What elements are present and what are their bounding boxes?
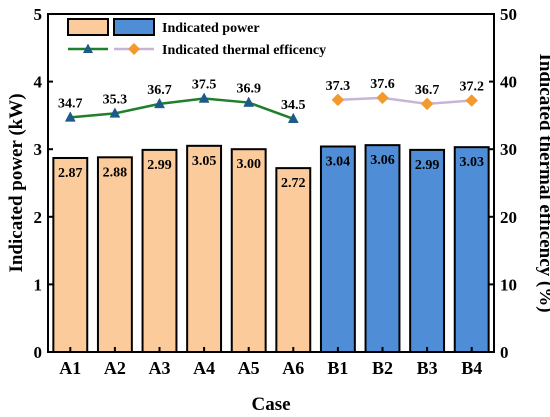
efficiency-label-A2: 35.3 [103, 92, 128, 107]
efficiency-label-A1: 34.7 [58, 96, 83, 111]
efficiency-line-A [70, 97, 294, 120]
bar-A5 [230, 148, 267, 353]
y-tick-label-0: 0 [34, 343, 43, 362]
efficiency-label-B2: 37.6 [370, 77, 395, 92]
efficiency-label-A3: 36.7 [147, 83, 172, 98]
bar-B4 [453, 146, 490, 353]
bar-A3 [141, 148, 178, 353]
y-tick-label-5: 5 [34, 5, 43, 24]
efficiency-label-A4: 37.5 [192, 78, 217, 93]
legend-swatch-bar-B [113, 18, 155, 36]
bar-label-B1: 3.04 [326, 154, 351, 169]
efficiency-marker-A4 [198, 92, 210, 103]
bar-A1 [52, 156, 89, 353]
y-tick-label-3: 3 [34, 140, 43, 159]
x-tick-label-B1: B1 [327, 358, 348, 378]
bar-B1 [319, 145, 356, 353]
bar-label-A5: 3.00 [236, 157, 261, 172]
bar-label-A4: 3.05 [192, 154, 217, 169]
y2-tick-label-40: 40 [500, 73, 517, 92]
bar-A2 [96, 156, 133, 353]
y2-tick-label-50: 50 [500, 5, 517, 24]
x-tick-label-A2: A2 [104, 358, 126, 378]
y2-tick-label-20: 20 [500, 208, 517, 227]
x-axis-title: Case [251, 394, 290, 415]
x-tick-label-B3: B3 [417, 358, 438, 378]
x-tick-label-B4: B4 [461, 358, 482, 378]
efficiency-label-B4: 37.2 [459, 80, 484, 95]
efficiency-label-B1: 37.3 [326, 79, 351, 94]
efficiency-marker-B2 [376, 91, 389, 105]
y2-tick-label-10: 10 [500, 275, 517, 294]
y-tick-label-4: 4 [34, 73, 43, 92]
y-axis-title: Indicated power (kW) [6, 93, 27, 272]
bar-label-B2: 3.06 [370, 153, 395, 168]
efficiency-marker-A2 [109, 107, 121, 118]
efficiency-label-A6: 34.5 [281, 98, 306, 113]
efficiency-marker-A5 [243, 96, 255, 107]
efficiency-line-B [337, 96, 472, 106]
y2-axis-title: Indicated thermal efficency (%) [535, 53, 550, 312]
efficiency-marker-A3 [154, 97, 165, 109]
efficiency-marker-B3 [420, 97, 434, 111]
bar-A6 [275, 167, 312, 353]
efficiency-label-A5: 36.9 [236, 82, 261, 97]
y-tick-label-2: 2 [34, 208, 43, 227]
efficiency-marker-B1 [331, 93, 345, 107]
y2-tick-label-30: 30 [500, 140, 517, 159]
x-tick-label-A4: A4 [193, 358, 215, 378]
x-tick-label-A5: A5 [238, 358, 260, 378]
bar-label-B3: 2.99 [415, 158, 440, 173]
legend-marker-A [83, 43, 93, 53]
y2-tick-label-0: 0 [500, 343, 509, 362]
x-tick-label-A3: A3 [149, 358, 171, 378]
efficiency-label-B3: 36.7 [415, 83, 440, 98]
efficiency-marker-A1 [64, 111, 76, 122]
y-tick-label-1: 1 [34, 275, 43, 294]
legend-marker-B [128, 43, 140, 55]
x-tick-label-A6: A6 [282, 358, 304, 378]
x-tick-label-B2: B2 [372, 358, 393, 378]
legend-label-bars: Indicated power [162, 21, 260, 36]
x-tick-label-A1: A1 [59, 358, 81, 378]
bar-label-A1: 2.87 [58, 166, 83, 181]
plot-frame [47, 13, 495, 353]
efficiency-marker-B4 [465, 94, 479, 107]
bar-label-A3: 2.99 [147, 158, 172, 173]
bar-label-A6: 2.72 [281, 176, 306, 191]
bar-B3 [409, 148, 446, 353]
bar-B2 [364, 144, 401, 353]
efficiency-marker-A6 [287, 112, 299, 124]
bar-label-B4: 3.03 [459, 155, 484, 170]
legend-label-line: Indicated thermal efficency [162, 43, 326, 58]
bar-label-A2: 2.88 [103, 165, 128, 180]
legend-swatch-bar-A [67, 18, 109, 36]
bar-A4 [186, 144, 223, 353]
